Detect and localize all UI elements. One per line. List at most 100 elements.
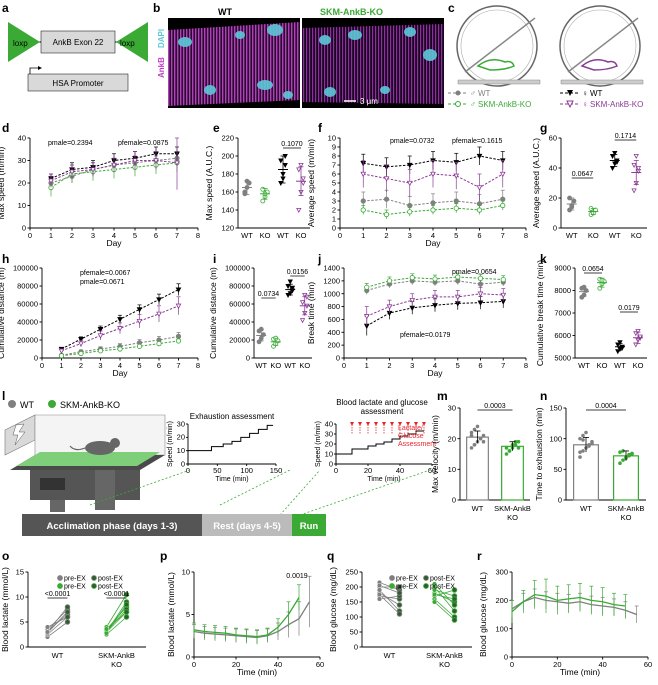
panel-letter-e: e xyxy=(213,121,220,135)
marker-label-2: Glucose xyxy=(398,433,424,440)
y-tick-label: 120 xyxy=(221,224,234,233)
y-tick-label: 200 xyxy=(221,152,234,161)
y-tick-label: 180 xyxy=(221,170,234,179)
bar-ko_male xyxy=(612,455,639,501)
data-point-ko_male xyxy=(117,346,123,352)
y-tick-label: 0 xyxy=(186,653,190,662)
x-category-label: WT xyxy=(566,231,578,240)
data-point-ko_male xyxy=(364,284,370,290)
y-axis-label: Max velocity (m/min) xyxy=(430,415,440,493)
wheel-male-icon xyxy=(456,5,541,87)
data-point-ko_male xyxy=(507,449,512,453)
panel-c-legend: WT ♂ SKM-AnkB-KO ♂ WT ♀ SKM-AnkB-KO ♀ xyxy=(448,89,643,109)
protocol-step-line xyxy=(335,430,424,464)
wheel-female-icon xyxy=(559,5,644,87)
x-tick-label: 7 xyxy=(501,361,505,370)
x-category-label: KO xyxy=(507,513,518,522)
data-point-ko_male xyxy=(58,353,65,359)
x-tick-label: 0 xyxy=(28,231,32,240)
data-point-ko_female xyxy=(296,207,302,214)
x-category-label: SKM-AnkB xyxy=(608,504,645,513)
data-point-ko_female xyxy=(78,341,84,347)
y-tick-label: 30 xyxy=(325,429,333,438)
blg-title-1: Blood lactate and glucose xyxy=(336,398,428,407)
exh-title: Exhaustion assessment xyxy=(190,412,275,421)
data-point-ko_male xyxy=(500,202,506,209)
data-point-wt_male xyxy=(360,198,366,204)
data-point-post xyxy=(64,609,71,615)
x-category-label: KO xyxy=(111,660,122,669)
data-point-post xyxy=(396,602,403,608)
data-point-ko_female xyxy=(409,297,416,304)
y-tick-label: 1 xyxy=(332,215,336,224)
pair-line xyxy=(106,616,127,635)
assessment-arrow-icon xyxy=(422,422,426,426)
y-tick-label: 20 xyxy=(325,439,333,448)
assessment-arrow-icon xyxy=(366,422,370,426)
y-tick-label: 250 xyxy=(345,568,358,577)
x-tick-label: 60 xyxy=(316,660,324,669)
x-tick-label: 7 xyxy=(175,231,179,240)
bar-wt_male xyxy=(466,436,489,501)
x-tick-label: 5 xyxy=(454,231,458,240)
data-point-wt_female xyxy=(282,162,288,169)
y-axis-label: Max speed (A.U.C.) xyxy=(204,146,214,221)
data-point-wt_male xyxy=(469,446,474,450)
chart-o: 0 5 10 15 Blood lactate (mmol/L) WT <0.0001 SKM… xyxy=(0,567,146,669)
x-axis-label: Time (min) xyxy=(560,667,600,677)
y-tick-label: 0 xyxy=(20,643,24,652)
data-point-wt_male xyxy=(587,444,591,448)
panel-letter-m: m xyxy=(437,389,448,403)
data-point-ko_female xyxy=(477,291,484,297)
y-tick-label: 0 xyxy=(354,643,358,652)
micro-wt-nuclei xyxy=(178,24,293,99)
panel-l: WT SKM-AnkB-KO Exhaustion assessment 0 50… xyxy=(4,398,436,536)
data-point-wt_male xyxy=(472,443,477,447)
data-point-pre xyxy=(377,592,383,598)
x-category-label: WT xyxy=(614,361,626,370)
x-tick-label: 40 xyxy=(396,466,404,475)
assessment-arrow-icon xyxy=(398,422,402,426)
pair-line xyxy=(47,606,68,633)
y-tick-label: 600 xyxy=(327,315,340,324)
data-point-ko_male xyxy=(260,198,266,204)
y-tick-label: 20000 xyxy=(17,336,38,345)
data-point-ko_female xyxy=(174,160,180,167)
data-point-ko_male xyxy=(383,211,390,218)
data-point-wt_female xyxy=(617,340,623,346)
x-category-label: WT xyxy=(241,231,253,240)
legend-label: pre-EX xyxy=(396,576,418,583)
data-point-ko_male xyxy=(627,452,631,457)
x-tick-label: 6 xyxy=(478,361,482,370)
y-tick-label: 100000 xyxy=(225,264,250,273)
y-tick-label: 220 xyxy=(221,134,234,143)
y-tick-label: 0 xyxy=(553,224,557,233)
y-tick-label: 4 xyxy=(332,188,336,197)
data-point-post xyxy=(123,591,130,598)
x-category-label: SKM-AnkB xyxy=(494,504,531,513)
loxp-triangle-left xyxy=(8,22,40,62)
data-point-ko_female xyxy=(153,158,159,164)
data-point-ko_female xyxy=(69,169,75,176)
annotation-p-value: pmale=0.0671 xyxy=(80,279,125,286)
y-tick-label: 30 xyxy=(448,404,456,413)
x-tick-label: 60 xyxy=(644,660,652,669)
x-category-label: KO xyxy=(296,231,307,240)
series-line-wt_male xyxy=(193,601,311,639)
legend-marker xyxy=(91,583,97,589)
y-tick-label: 0 xyxy=(558,496,562,505)
y-tick-label: 10 xyxy=(177,446,185,455)
data-point-ko_female xyxy=(631,188,637,194)
bar-wt_male xyxy=(572,444,599,501)
data-point-post xyxy=(64,604,71,610)
y-tick-label: 100 xyxy=(345,613,358,622)
x-category-label: WT xyxy=(384,651,396,660)
data-point-wt_female xyxy=(97,327,104,333)
panel-letter-i: i xyxy=(213,252,216,266)
data-point-post xyxy=(123,609,130,615)
panel-letter-k: k xyxy=(540,252,547,266)
promoter-arrow-icon xyxy=(29,67,38,74)
annotation-p-value: pmale=0.2394 xyxy=(48,140,93,147)
